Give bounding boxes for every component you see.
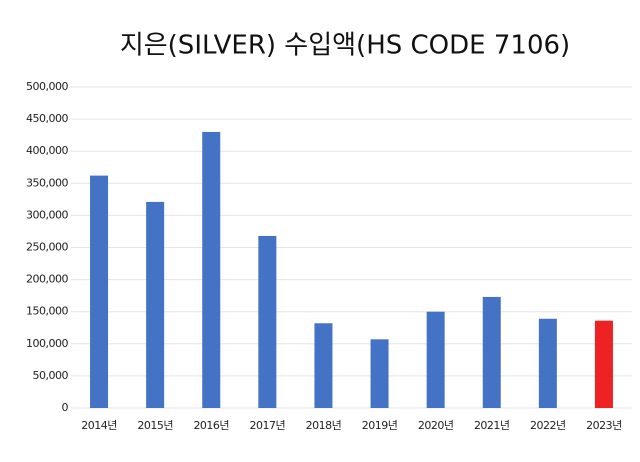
- bar: [538, 318, 557, 408]
- bar: [426, 311, 445, 408]
- bar: [202, 131, 221, 408]
- x-tick-label: 2014년: [81, 419, 117, 432]
- y-tick-label: 50,000: [33, 369, 69, 382]
- y-tick-label: 100,000: [26, 337, 68, 350]
- x-tick-label: 2016년: [193, 419, 229, 432]
- x-tick-label: 2015년: [137, 419, 173, 432]
- y-tick-label: 400,000: [26, 144, 68, 157]
- bar: [370, 339, 389, 408]
- y-tick-label: 500,000: [26, 80, 68, 93]
- x-tick-label: 2021년: [474, 419, 510, 432]
- y-tick-label: 200,000: [26, 273, 68, 286]
- y-tick-label: 0: [62, 401, 69, 414]
- y-tick-label: 250,000: [26, 241, 68, 254]
- y-tick-label: 150,000: [26, 305, 68, 318]
- bar: [258, 235, 277, 408]
- y-tick-label: 300,000: [26, 208, 68, 221]
- bar: [146, 201, 165, 408]
- bar: [314, 323, 333, 408]
- bar: [482, 296, 501, 408]
- x-tick-label: 2022년: [530, 419, 566, 432]
- x-tick-label: 2020년: [418, 419, 454, 432]
- x-tick-label: 2023년: [586, 419, 622, 432]
- bar: [594, 320, 613, 408]
- bar: [90, 175, 109, 408]
- x-tick-label: 2019년: [362, 419, 398, 432]
- x-tick-label: 2018년: [306, 419, 342, 432]
- y-tick-label: 350,000: [26, 176, 68, 189]
- chart-title: 지은(SILVER) 수입액(HS CODE 7106): [120, 31, 570, 61]
- x-tick-label: 2017년: [250, 419, 286, 432]
- y-tick-label: 450,000: [26, 112, 68, 125]
